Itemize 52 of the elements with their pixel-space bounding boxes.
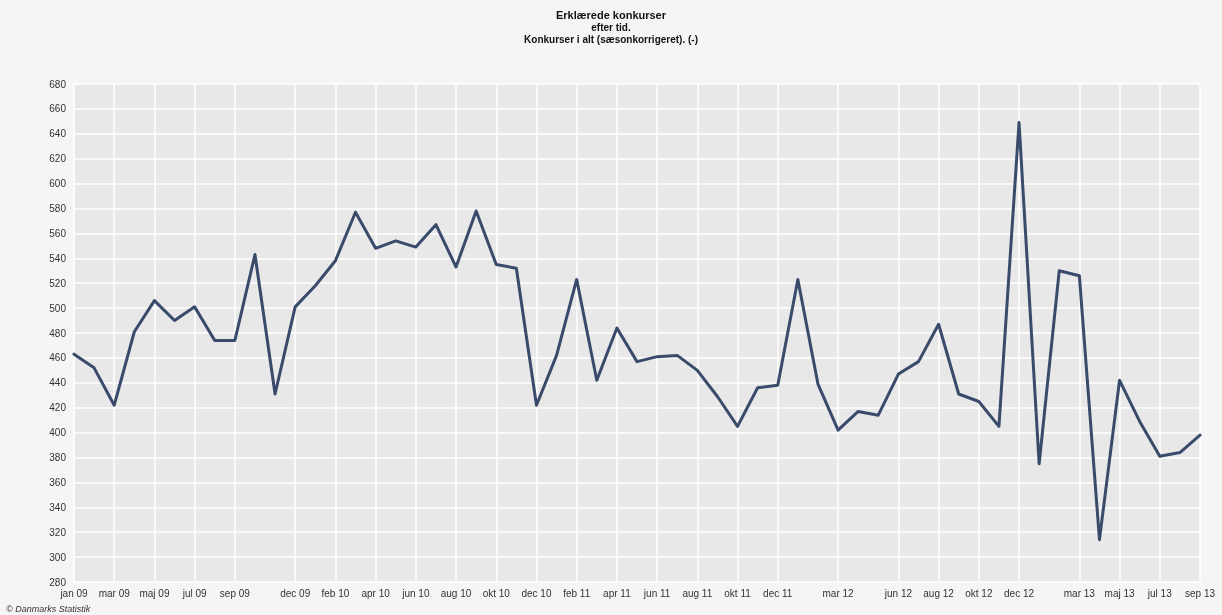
x-tick-label: jun 12 [883,587,913,599]
x-tick-label: okt 10 [482,587,511,599]
y-tick-label: 340 [49,501,67,513]
x-tick-label: mar 09 [98,587,131,599]
y-tick-label: 280 [49,576,67,588]
x-tick-label: jul 09 [181,587,208,599]
x-tick-label: sep 09 [219,587,251,599]
x-tick-label: jun 11 [642,587,671,599]
x-tick-label: apr 10 [361,587,391,599]
y-tick-label: 300 [49,551,67,563]
x-tick-label: okt 11 [724,587,752,599]
y-tick-label: 600 [49,178,67,190]
y-tick-label: 380 [49,452,67,463]
y-tick-label: 400 [49,427,67,439]
x-tick-label: aug 11 [682,587,713,599]
x-tick-label: dec 12 [1004,587,1035,599]
x-tick-label: dec 11 [763,587,793,599]
chart-subtitle: efter tid. Konkurser i alt (sæsonkorrigeret). (-) [524,21,698,45]
x-tick-label: maj 13 [1104,587,1136,599]
y-tick-label: 480 [49,327,67,339]
x-tick-label: apr 11 [603,587,632,599]
y-tick-label: 680 [49,78,67,90]
y-tick-label: 500 [49,302,67,314]
x-tick-label: jan 09 [59,587,89,599]
y-tick-label: 640 [49,128,67,140]
x-tick-label: mar 13 [1063,587,1096,599]
x-tick-label: aug 12 [923,587,955,599]
x-tick-label: okt 12 [965,587,993,599]
y-tick-label: 560 [49,227,67,239]
x-tick-label: dec 10 [521,587,552,599]
x-tick-label: jun 10 [401,587,430,599]
x-tick-label: feb 11 [563,587,591,599]
x-tick-label: dec 09 [280,587,311,599]
x-tick-label: sep 13 [1184,587,1216,599]
text: © Danmarks Statistik [6,603,91,614]
y-tick-label: 320 [49,526,67,538]
y-tick-label: 520 [49,277,67,289]
x-tick-label: jul 13 [1146,587,1173,599]
y-tick-label: 580 [49,203,67,214]
y-tick-label: 620 [49,153,67,165]
y-tick-label: 360 [49,476,67,488]
y-tick-label: 420 [49,402,67,414]
x-tick-label: maj 09 [139,587,170,599]
y-tick-label: 440 [49,377,67,389]
x-tick-label: feb 10 [321,587,350,599]
chart-title: Erklærede konkurser [555,8,667,21]
line-series [72,121,1202,542]
y-tick-label: 460 [49,352,67,364]
x-tick-label: aug 10 [440,587,472,599]
y-tick-label: 660 [49,103,67,115]
y-tick-label: 540 [49,252,67,264]
x-tick-label: mar 12 [822,587,855,599]
